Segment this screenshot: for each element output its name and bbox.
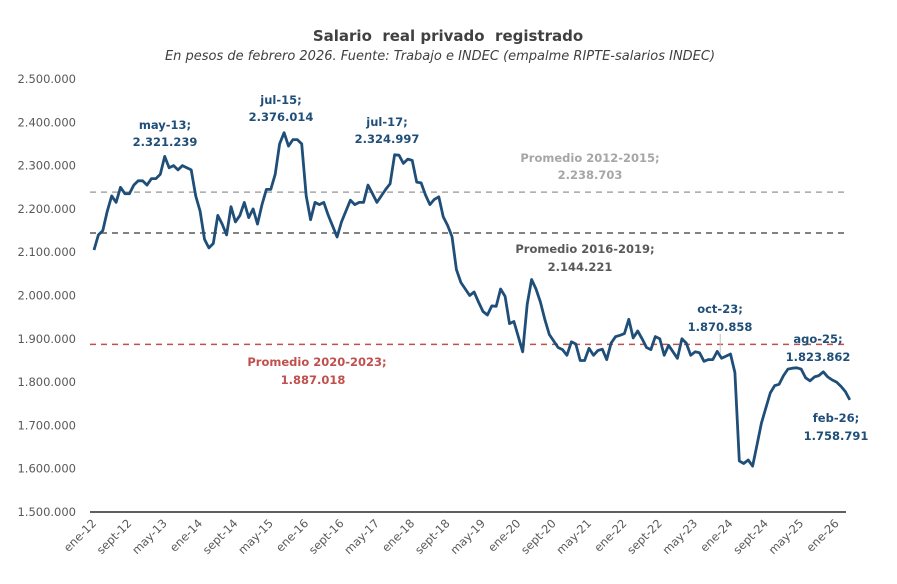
x-tick-label: may-21 [553,516,594,557]
x-tick-label: may-19 [447,516,488,557]
chart-title: Salario real privado registrado [313,27,583,45]
y-tick-label: 2.300.000 [17,159,76,173]
x-tick-label: may-15 [235,516,276,557]
ref-value-2020-2023: 1.887.018 [281,373,346,387]
x-tick-label: ene-14 [167,516,205,554]
annotation-jul-15-value: 2.376.014 [249,110,314,124]
annotation-ago-25-value: 1.823.862 [786,350,851,364]
y-tick-label: 2.200.000 [17,202,76,216]
x-tick-label: sept-12 [94,516,135,557]
x-tick-label: ene-24 [697,516,735,554]
x-tick-label: ene-22 [591,516,629,554]
annotation-oct-23-value: 1.870.858 [688,320,753,334]
y-tick-label: 1.900.000 [17,332,76,346]
y-tick-label: 2.500.000 [17,72,76,86]
annotation-jul-15-label: jul-15; [259,93,301,107]
annotation-oct-23-label: oct-23; [697,302,743,316]
x-axis: ene-12sept-12may-13ene-14sept-14may-15en… [61,516,842,557]
x-tick-label: may-25 [766,516,807,557]
y-tick-label: 1.500.000 [17,505,76,519]
x-tick-label: ene-20 [485,516,523,554]
annotation-feb-26-value: 1.758.791 [804,429,869,443]
y-tick-label: 2.000.000 [17,289,76,303]
x-tick-label: ene-18 [379,516,417,554]
ref-label-2012-2015: Promedio 2012-2015; [520,151,659,165]
annotation-jul-17-value: 2.324.997 [355,132,420,146]
ref-label-2016-2019: Promedio 2016-2019; [515,242,654,256]
annotation-ago-25-label: ago-25; [793,332,842,346]
x-tick-label: may-13 [129,516,170,557]
ref-value-2016-2019: 2.144.221 [548,260,613,274]
ref-value-2012-2015: 2.238.703 [558,168,623,182]
y-tick-label: 1.600.000 [17,462,76,476]
y-axis: 2.500.000 2.400.000 2.300.000 2.200.000 2.10… [17,72,76,519]
y-tick-label: 1.800.000 [17,375,76,389]
ref-label-2020-2023: Promedio 2020-2023; [247,355,386,369]
x-tick-label: sept-22 [624,516,665,557]
x-tick-label: ene-26 [803,516,841,554]
y-tick-label: 2.400.000 [17,115,76,129]
chart-subtitle: En pesos de febrero 2026. Fuente: Trabaj… [165,49,715,64]
x-tick-label: may-23 [659,516,700,557]
x-tick-label: sept-14 [200,516,241,557]
annotation-feb-26-label: feb-26; [813,411,859,425]
series-line-salario-real [92,131,852,468]
x-tick-label: sept-20 [518,516,559,557]
y-tick-label: 1.700.000 [17,418,76,432]
annotation-may-13-label: may-13; [139,118,191,132]
y-tick-label: 2.100.000 [17,245,76,259]
x-tick-label: may-17 [341,516,382,557]
x-tick-label: sept-16 [306,516,347,557]
x-tick-label: sept-24 [730,516,771,557]
x-tick-label: ene-16 [273,516,311,554]
x-tick-label: ene-12 [61,516,99,554]
annotation-may-13-value: 2.321.239 [133,135,198,149]
annotation-jul-17-label: jul-17; [365,115,407,129]
x-tick-label: sept-18 [412,516,453,557]
